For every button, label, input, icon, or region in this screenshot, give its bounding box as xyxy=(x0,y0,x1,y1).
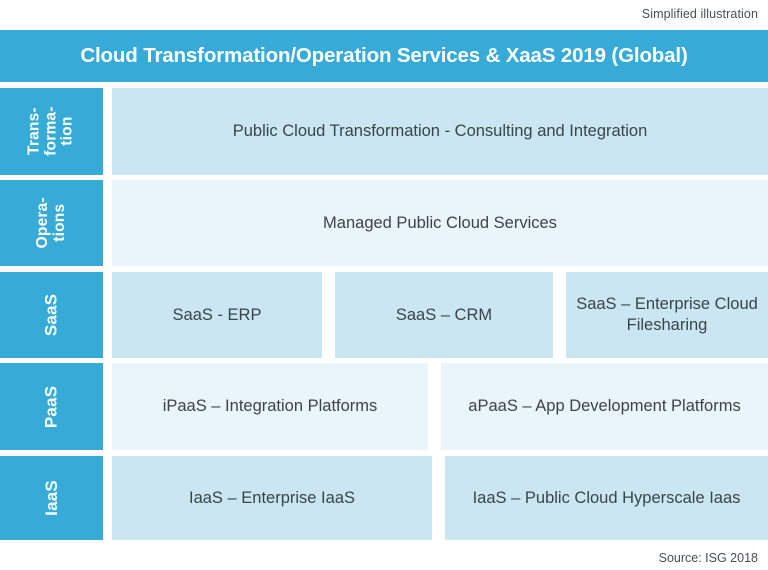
row-gutter xyxy=(103,363,112,450)
service-cell-label: iPaaS – Integration Platforms xyxy=(162,397,378,416)
cell-gap xyxy=(428,363,441,450)
category-label-transformation: Trans- forma- tion xyxy=(0,88,103,175)
matrix-row-saas: SaaS SaaS - ERP SaaS – CRM SaaS – Enterp… xyxy=(0,272,768,358)
service-cell-label: IaaS – Enterprise IaaS xyxy=(188,488,355,507)
row-cells: Managed Public Cloud Services xyxy=(112,180,768,266)
service-cell-saas-erp[interactable]: SaaS - ERP xyxy=(112,272,322,358)
category-label-text: SaaS xyxy=(41,293,61,337)
service-cell-ipaas-integration-platforms[interactable]: iPaaS – Integration Platforms xyxy=(112,363,428,450)
service-cell-iaas-public-cloud-hyperscale[interactable]: IaaS – Public Cloud Hyperscale Iaas xyxy=(445,456,768,540)
source-attribution: Source: ISG 2018 xyxy=(658,551,758,565)
caption-bar: Simplified illustration xyxy=(0,0,768,28)
category-label-text: Opera- tions xyxy=(33,197,68,249)
row-cells: IaaS – Enterprise IaaS IaaS – Public Clo… xyxy=(112,456,768,540)
category-label-operations: Opera- tions xyxy=(0,180,103,266)
service-matrix: Trans- forma- tion Public Cloud Transfor… xyxy=(0,88,768,540)
matrix-row-operations: Opera- tions Managed Public Cloud Servic… xyxy=(0,180,768,266)
service-cell-label: SaaS – Enterprise Cloud Filesharing xyxy=(576,295,758,334)
category-label-saas: SaaS xyxy=(0,272,103,358)
row-gutter xyxy=(103,88,112,175)
service-cell-saas-enterprise-cloud-filesharing[interactable]: SaaS – Enterprise Cloud Filesharing xyxy=(566,272,768,358)
service-cell-label: SaaS - ERP xyxy=(172,305,262,324)
header-banner: Cloud Transformation/Operation Services … xyxy=(0,30,768,82)
category-label-iaas: IaaS xyxy=(0,456,103,540)
row-cells: SaaS - ERP SaaS – CRM SaaS – Enterprise … xyxy=(112,272,768,358)
service-cell-label: Managed Public Cloud Services xyxy=(323,213,557,232)
service-cell-managed-public-cloud-services[interactable]: Managed Public Cloud Services xyxy=(112,180,768,266)
row-cells: Public Cloud Transformation - Consulting… xyxy=(112,88,768,175)
cell-gap xyxy=(553,272,566,358)
cell-gap xyxy=(322,272,335,358)
category-label-text: PaaS xyxy=(41,385,61,428)
cell-gap xyxy=(432,456,445,540)
matrix-row-transformation: Trans- forma- tion Public Cloud Transfor… xyxy=(0,88,768,175)
category-label-text: IaaS xyxy=(41,480,61,516)
matrix-row-paas: PaaS iPaaS – Integration Platforms aPaaS… xyxy=(0,363,768,450)
service-cell-label: IaaS – Public Cloud Hyperscale Iaas xyxy=(472,488,741,507)
row-gutter xyxy=(103,180,112,266)
footer-bar: Source: ISG 2018 xyxy=(0,546,768,570)
page-title: Cloud Transformation/Operation Services … xyxy=(80,44,688,67)
row-gutter xyxy=(103,272,112,358)
category-label-text: Trans- forma- tion xyxy=(25,106,76,157)
service-cell-label: aPaaS – App Development Platforms xyxy=(468,397,741,416)
service-cell-apaas-app-development-platforms[interactable]: aPaaS – App Development Platforms xyxy=(441,363,768,450)
service-cell-label: SaaS – CRM xyxy=(395,305,493,324)
service-cell-public-cloud-transformation[interactable]: Public Cloud Transformation - Consulting… xyxy=(112,88,768,175)
category-label-paas: PaaS xyxy=(0,363,103,450)
service-cell-iaas-enterprise-iaas[interactable]: IaaS – Enterprise IaaS xyxy=(112,456,432,540)
row-gutter xyxy=(103,456,112,540)
row-cells: iPaaS – Integration Platforms aPaaS – Ap… xyxy=(112,363,768,450)
service-cell-saas-crm[interactable]: SaaS – CRM xyxy=(335,272,553,358)
simplified-illustration-caption: Simplified illustration xyxy=(641,7,758,21)
matrix-row-iaas: IaaS IaaS – Enterprise IaaS IaaS – Publi… xyxy=(0,456,768,540)
service-cell-label: Public Cloud Transformation - Consulting… xyxy=(232,122,648,141)
